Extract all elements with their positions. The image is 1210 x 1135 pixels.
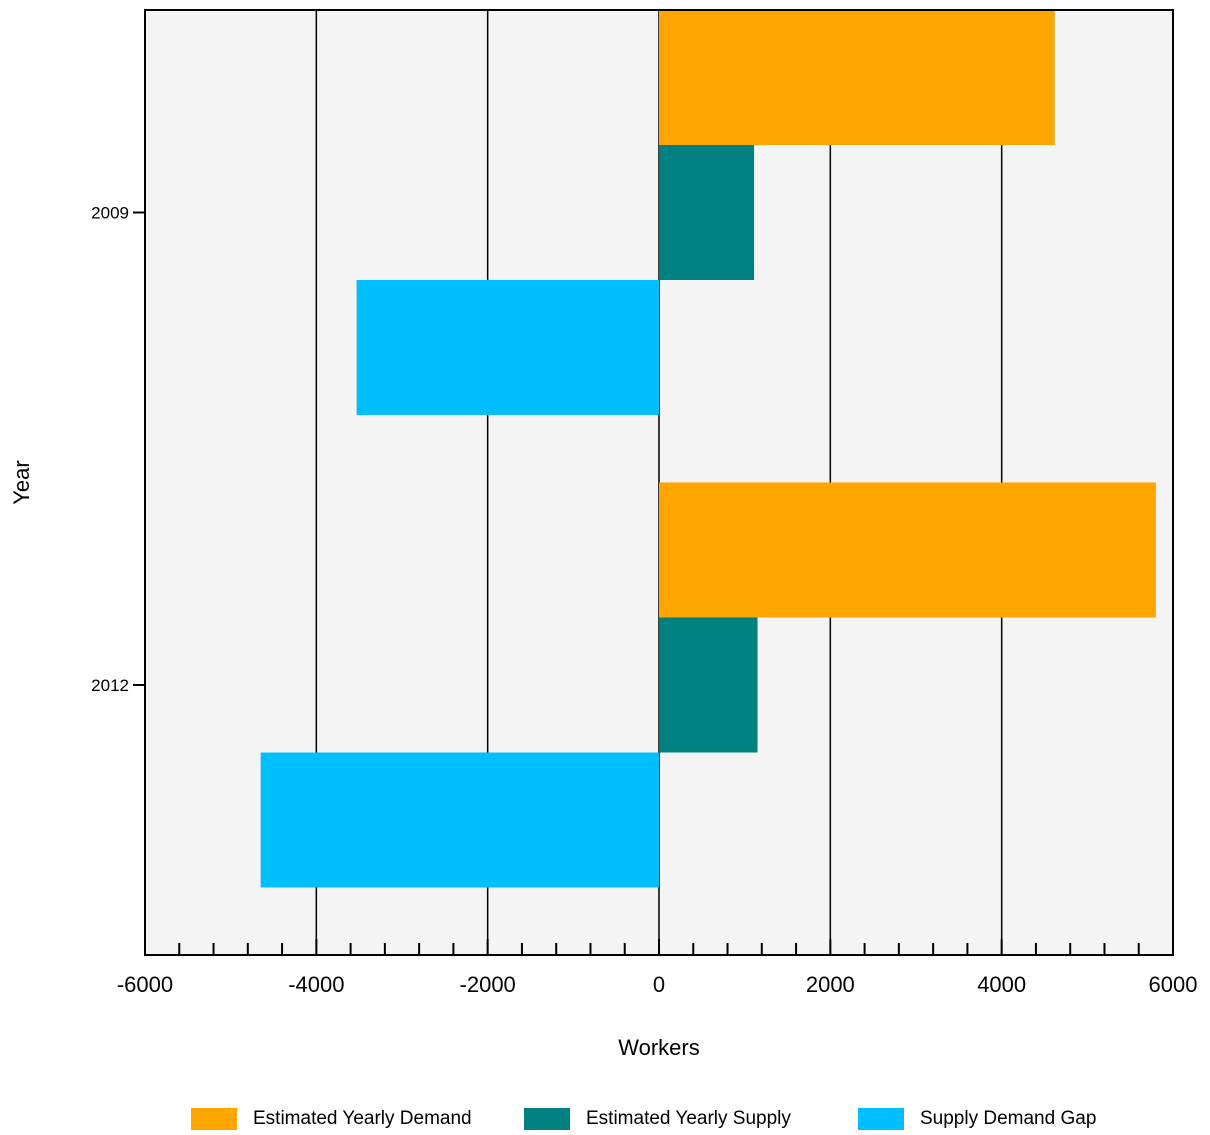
bar — [659, 617, 758, 753]
y-axis: 2009 2012 — [91, 204, 145, 695]
x-axis: -6000 -4000 -2000 0 2000 4000 6000 — [117, 939, 1198, 997]
bars — [260, 10, 1156, 888]
bar — [659, 10, 1055, 145]
bar — [659, 145, 755, 280]
bar — [260, 752, 659, 888]
y-tick-label: 2009 — [91, 204, 129, 223]
legend: Estimated Yearly Demand Estimated Yearly … — [0, 1108, 1210, 1135]
legend-swatch — [191, 1108, 237, 1130]
legend-swatch — [524, 1108, 570, 1130]
y-tick-label: 2012 — [91, 676, 129, 695]
x-tick-label: 2000 — [806, 972, 855, 997]
bar-chart: -6000 -4000 -2000 0 2000 4000 6000 2009 2012 Wo… — [9, 9, 1198, 1060]
bar — [659, 482, 1156, 618]
legend-item: Estimated Yearly Supply — [524, 1108, 791, 1130]
legend-swatch — [858, 1108, 904, 1130]
x-tick-label: -2000 — [460, 972, 516, 997]
x-axis-title: Workers — [618, 1035, 700, 1060]
x-tick-label: 0 — [653, 972, 665, 997]
legend-label: Supply Demand Gap — [920, 1108, 1097, 1129]
legend-label: Estimated Yearly Demand — [253, 1108, 472, 1129]
x-tick-label: 4000 — [977, 972, 1026, 997]
x-tick-label: -4000 — [288, 972, 344, 997]
x-tick-label: -6000 — [117, 972, 173, 997]
y-axis-title: Year — [9, 460, 34, 504]
legend-item: Estimated Yearly Demand — [191, 1108, 472, 1130]
legend-item: Supply Demand Gap — [858, 1108, 1096, 1130]
bar — [356, 280, 659, 415]
x-tick-label: 6000 — [1149, 972, 1198, 997]
legend-label: Estimated Yearly Supply — [586, 1108, 791, 1129]
